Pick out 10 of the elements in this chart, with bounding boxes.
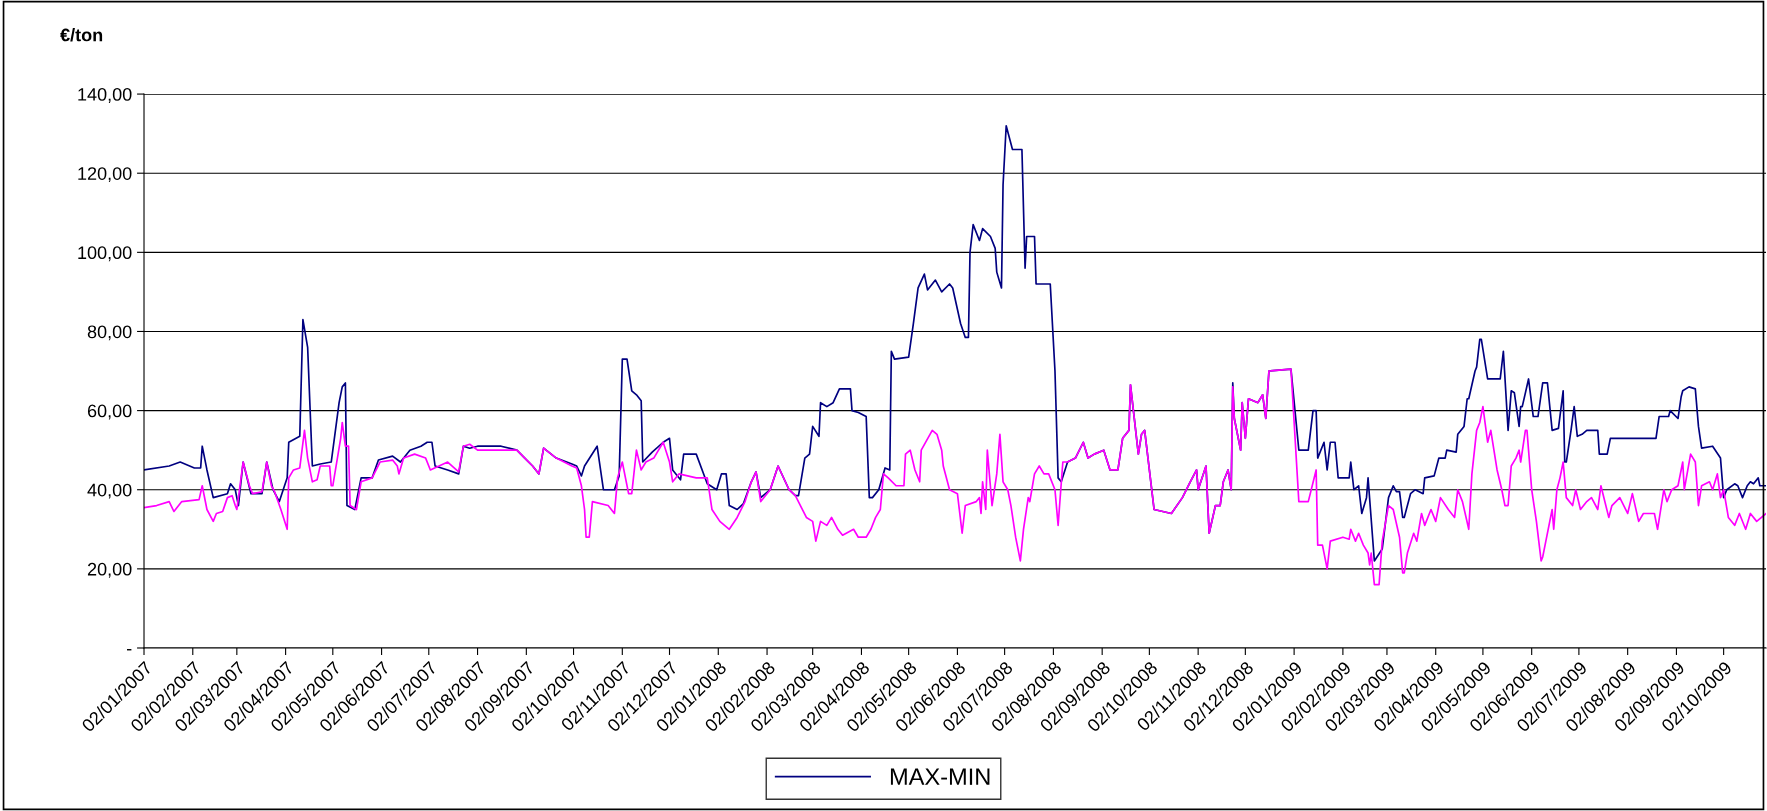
y-tick-label: 60,00 xyxy=(87,404,132,420)
y-tick-label: 120,00 xyxy=(78,167,132,183)
y-tick-label: 100,00 xyxy=(78,246,132,262)
legend-label: MAX-MIN xyxy=(890,768,990,785)
y-tick-label: 140,00 xyxy=(78,88,132,103)
y-tick-label: - xyxy=(126,649,132,651)
y-tick-label: 80,00 xyxy=(87,325,132,341)
y-axis-title: €/ton xyxy=(60,28,103,42)
y-tick-label: 20,00 xyxy=(87,562,132,578)
y-tick-label: 40,00 xyxy=(87,483,132,499)
